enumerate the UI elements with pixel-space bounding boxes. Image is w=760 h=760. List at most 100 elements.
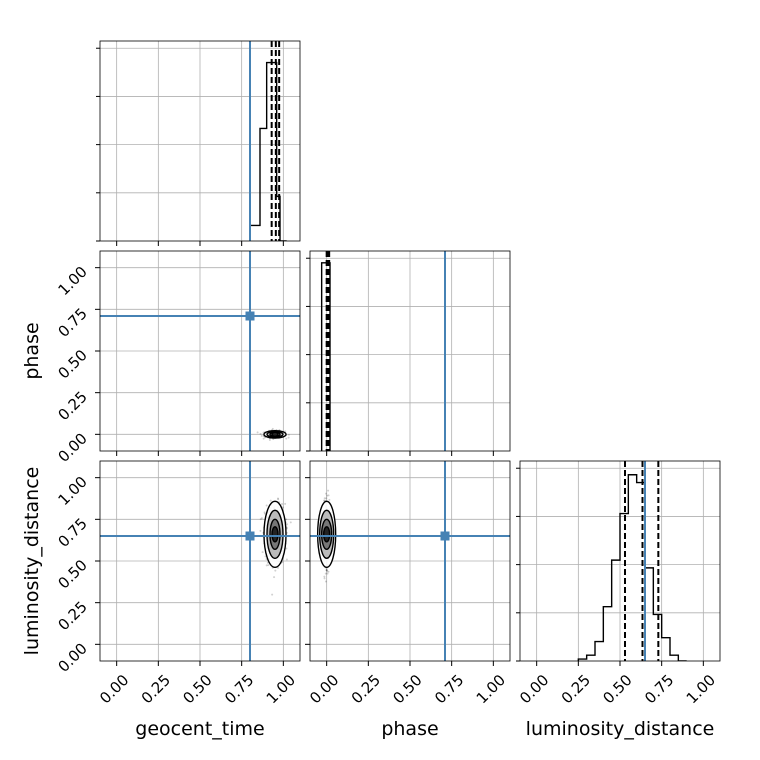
x-tick-label: 1.00 — [263, 671, 299, 707]
x-axis-label-phase: phase — [381, 718, 438, 740]
x-tick-label: 0.00 — [96, 671, 132, 707]
histogram-geocent_time — [249, 61, 287, 241]
y-axis-label-phase: phase — [21, 322, 43, 379]
scatter-point — [262, 437, 265, 440]
scatter-point — [323, 577, 326, 580]
panel-geocent_time-geocent_time — [96, 40, 301, 246]
scatter-point — [325, 569, 328, 572]
scatter-point — [273, 576, 276, 579]
scatter-point — [285, 437, 288, 440]
scatter-phase-luminosity_distance — [316, 489, 337, 583]
scatter-point — [277, 566, 280, 569]
scatter-point — [276, 497, 279, 500]
x-tick-label: 0.50 — [599, 671, 635, 707]
x-axis-label-luminosity_distance: luminosity_distance — [526, 718, 715, 740]
scatter-point — [266, 561, 269, 564]
scatter-point — [261, 551, 264, 554]
scatter-point — [277, 498, 280, 501]
scatter-point — [323, 575, 326, 578]
scatter-point — [289, 521, 292, 524]
scatter-point — [323, 499, 326, 502]
scatter-point — [325, 569, 328, 572]
scatter-point — [324, 572, 327, 575]
scatter-point — [281, 502, 284, 505]
scatter-point — [326, 494, 329, 497]
x-tick-label: 0.50 — [389, 671, 425, 707]
panel-luminosity_distance-luminosity_distance — [516, 460, 721, 666]
scatter-point — [259, 529, 262, 532]
x-tick-label: 0.00 — [306, 671, 342, 707]
truth-marker — [245, 531, 255, 541]
x-tick-label: 1.00 — [473, 671, 509, 707]
y-tick-label: 0.00 — [54, 429, 90, 465]
scatter-point — [259, 432, 262, 435]
scatter-point — [271, 427, 274, 430]
scatter-point — [267, 564, 270, 567]
panel-phase-luminosity_distance — [305, 460, 511, 666]
scatter-point — [325, 497, 328, 500]
y-tick-label: 0.25 — [54, 598, 90, 634]
y-tick-label: 1.00 — [54, 263, 90, 299]
histogram-luminosity_distance — [577, 474, 687, 661]
x-axis-label-geocent_time: geocent_time — [135, 718, 264, 740]
scatter-point — [286, 523, 289, 526]
x-tick-label: 0.25 — [138, 671, 174, 707]
scatter-point — [274, 569, 277, 572]
scatter-point — [324, 492, 327, 495]
scatter-point — [256, 431, 259, 434]
scatter-point — [260, 517, 263, 520]
scatter-point — [327, 489, 330, 492]
y-tick-label: 1.00 — [54, 473, 90, 509]
x-tick-label: 1.00 — [683, 671, 719, 707]
density-contour — [322, 526, 331, 543]
x-tick-label: 0.25 — [348, 671, 384, 707]
density-contour — [271, 431, 279, 438]
scatter-point — [325, 569, 328, 572]
scatter-point — [259, 518, 262, 521]
y-tick-label: 0.25 — [54, 388, 90, 424]
x-tick-label: 0.75 — [641, 671, 677, 707]
density-contour — [271, 526, 279, 543]
y-tick-label: 0.75 — [54, 304, 90, 340]
y-tick-label: 0.00 — [54, 639, 90, 675]
x-tick-label: 0.00 — [516, 671, 552, 707]
scatter-point — [265, 504, 268, 507]
scatter-point — [265, 564, 268, 567]
scatter-point — [269, 499, 272, 502]
x-tick-label: 0.25 — [558, 671, 594, 707]
scatter-point — [282, 506, 285, 509]
scatter-geocent_time-luminosity_distance — [259, 497, 292, 596]
scatter-point — [285, 558, 288, 561]
scatter-point — [287, 436, 290, 439]
scatter-point — [268, 438, 271, 441]
y-tick-label: 0.50 — [54, 346, 90, 382]
scatter-point — [263, 512, 266, 515]
scatter-point — [326, 570, 329, 573]
scatter-point — [285, 547, 288, 550]
scatter-point — [284, 502, 287, 505]
scatter-point — [328, 498, 331, 501]
scatter-point — [271, 593, 274, 596]
y-axis-label-luminosity_distance: luminosity_distance — [21, 467, 43, 656]
scatter-point — [263, 511, 266, 514]
x-tick-label: 0.75 — [431, 671, 467, 707]
scatter-geocent_time-phase — [256, 427, 290, 441]
panel-geocent_time-luminosity_distance — [95, 460, 301, 666]
truth-marker — [245, 311, 255, 321]
x-tick-label: 0.75 — [221, 671, 257, 707]
x-tick-label: 0.50 — [179, 671, 215, 707]
panel-geocent_time-phase — [95, 250, 301, 456]
scatter-point — [285, 518, 288, 521]
y-tick-label: 0.50 — [54, 556, 90, 592]
scatter-point — [327, 494, 330, 497]
truth-marker — [440, 531, 450, 541]
scatter-point — [287, 433, 290, 436]
scatter-point — [323, 497, 326, 500]
panel-phase-phase — [306, 250, 511, 456]
y-tick-label: 0.75 — [54, 514, 90, 550]
scatter-point — [324, 580, 327, 583]
scatter-point — [260, 434, 263, 437]
scatter-point — [326, 572, 329, 575]
scatter-point — [327, 570, 330, 573]
